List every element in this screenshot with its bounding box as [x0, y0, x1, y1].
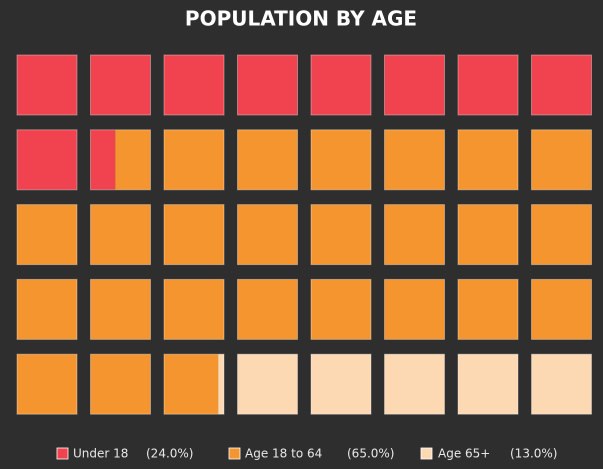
waffle-cell — [311, 354, 371, 415]
waffle-cell — [164, 129, 224, 190]
legend-value: (65.0%) — [347, 447, 394, 461]
waffle-cell — [90, 129, 116, 190]
cell-border — [90, 353, 151, 415]
cell-border — [237, 278, 298, 340]
cell-border — [16, 353, 78, 415]
waffle-cell — [458, 279, 518, 340]
waffle-cell — [311, 204, 371, 265]
waffle-cell — [384, 279, 445, 340]
cell-border — [163, 129, 225, 191]
cell-border — [531, 54, 592, 116]
waffle-cell — [311, 55, 371, 115]
cell-border — [90, 54, 151, 116]
waffle-cell — [17, 129, 77, 190]
waffle-cell — [384, 129, 445, 190]
cell-border — [310, 278, 372, 340]
waffle-cell — [237, 354, 298, 415]
waffle-cell — [17, 354, 77, 415]
cell-border — [457, 204, 519, 266]
waffle-cell — [90, 204, 151, 265]
cell-border — [531, 353, 592, 415]
cell-border — [531, 278, 592, 340]
waffle-cell — [164, 204, 224, 265]
waffle-cell — [384, 204, 445, 265]
cell-border — [457, 54, 519, 116]
cell-border — [310, 54, 372, 116]
cell-border — [237, 204, 298, 266]
cell-border — [384, 204, 445, 266]
legend-label: Under 18 — [73, 447, 128, 461]
cell-border — [531, 204, 592, 266]
cell-border — [384, 54, 445, 116]
legend-marker — [420, 447, 433, 460]
legend-marker — [228, 447, 241, 460]
waffle-cell — [90, 354, 151, 415]
cell-border — [163, 204, 225, 266]
cell-border — [163, 54, 225, 116]
cell-border — [16, 54, 78, 116]
waffle-cell — [458, 55, 518, 115]
waffle-cell — [531, 55, 592, 115]
waffle-cell — [458, 204, 518, 265]
legend-marker — [56, 447, 69, 460]
waffle-cell — [531, 129, 592, 190]
cell-border — [310, 129, 372, 191]
waffle-cell — [218, 354, 224, 415]
cell-border — [16, 204, 78, 266]
cell-border — [90, 278, 151, 340]
waffle-cell — [164, 55, 224, 115]
waffle-cell — [115, 129, 151, 190]
waffle-cell — [90, 279, 151, 340]
waffle-cell — [531, 354, 592, 415]
waffle-cell — [311, 279, 371, 340]
cell-border — [16, 129, 78, 191]
waffle-cell — [237, 55, 298, 115]
waffle-cell — [17, 204, 77, 265]
waffle-cell — [458, 129, 518, 190]
waffle-cell — [531, 279, 592, 340]
cell-border — [384, 129, 445, 191]
cell-border — [457, 353, 519, 415]
waffle-cell — [531, 204, 592, 265]
waffle-cell — [90, 55, 151, 115]
cell-border — [90, 204, 151, 266]
cell-border — [163, 278, 225, 340]
waffle-cell — [458, 354, 518, 415]
waffle-cell — [164, 279, 224, 340]
cell-border — [384, 278, 445, 340]
waffle-cell — [237, 129, 298, 190]
waffle-cell — [311, 129, 371, 190]
cell-border — [384, 353, 445, 415]
cell-border — [310, 204, 372, 266]
cell-border — [237, 353, 298, 415]
cell-border — [237, 129, 298, 191]
cell-border — [531, 129, 592, 191]
cell-border — [16, 278, 78, 340]
waffle-cell — [237, 279, 298, 340]
cell-border — [237, 54, 298, 116]
legend-label: Age 18 to 64 — [245, 447, 322, 461]
waffle-cell — [237, 204, 298, 265]
legend-label: Age 65+ — [438, 447, 490, 461]
cell-border — [310, 353, 372, 415]
cell-border — [163, 353, 225, 415]
cell-border — [457, 129, 519, 191]
legend-value: (24.0%) — [146, 447, 193, 461]
waffle-cell — [164, 354, 219, 415]
legend-value: (13.0%) — [510, 447, 557, 461]
chart-title: POPULATION BY AGE — [185, 7, 417, 31]
cell-border — [90, 129, 151, 191]
waffle-cell — [384, 55, 445, 115]
waffle-cell — [384, 354, 445, 415]
waffle-cell — [17, 279, 77, 340]
waffle-cell — [17, 55, 77, 115]
cell-border — [457, 278, 519, 340]
